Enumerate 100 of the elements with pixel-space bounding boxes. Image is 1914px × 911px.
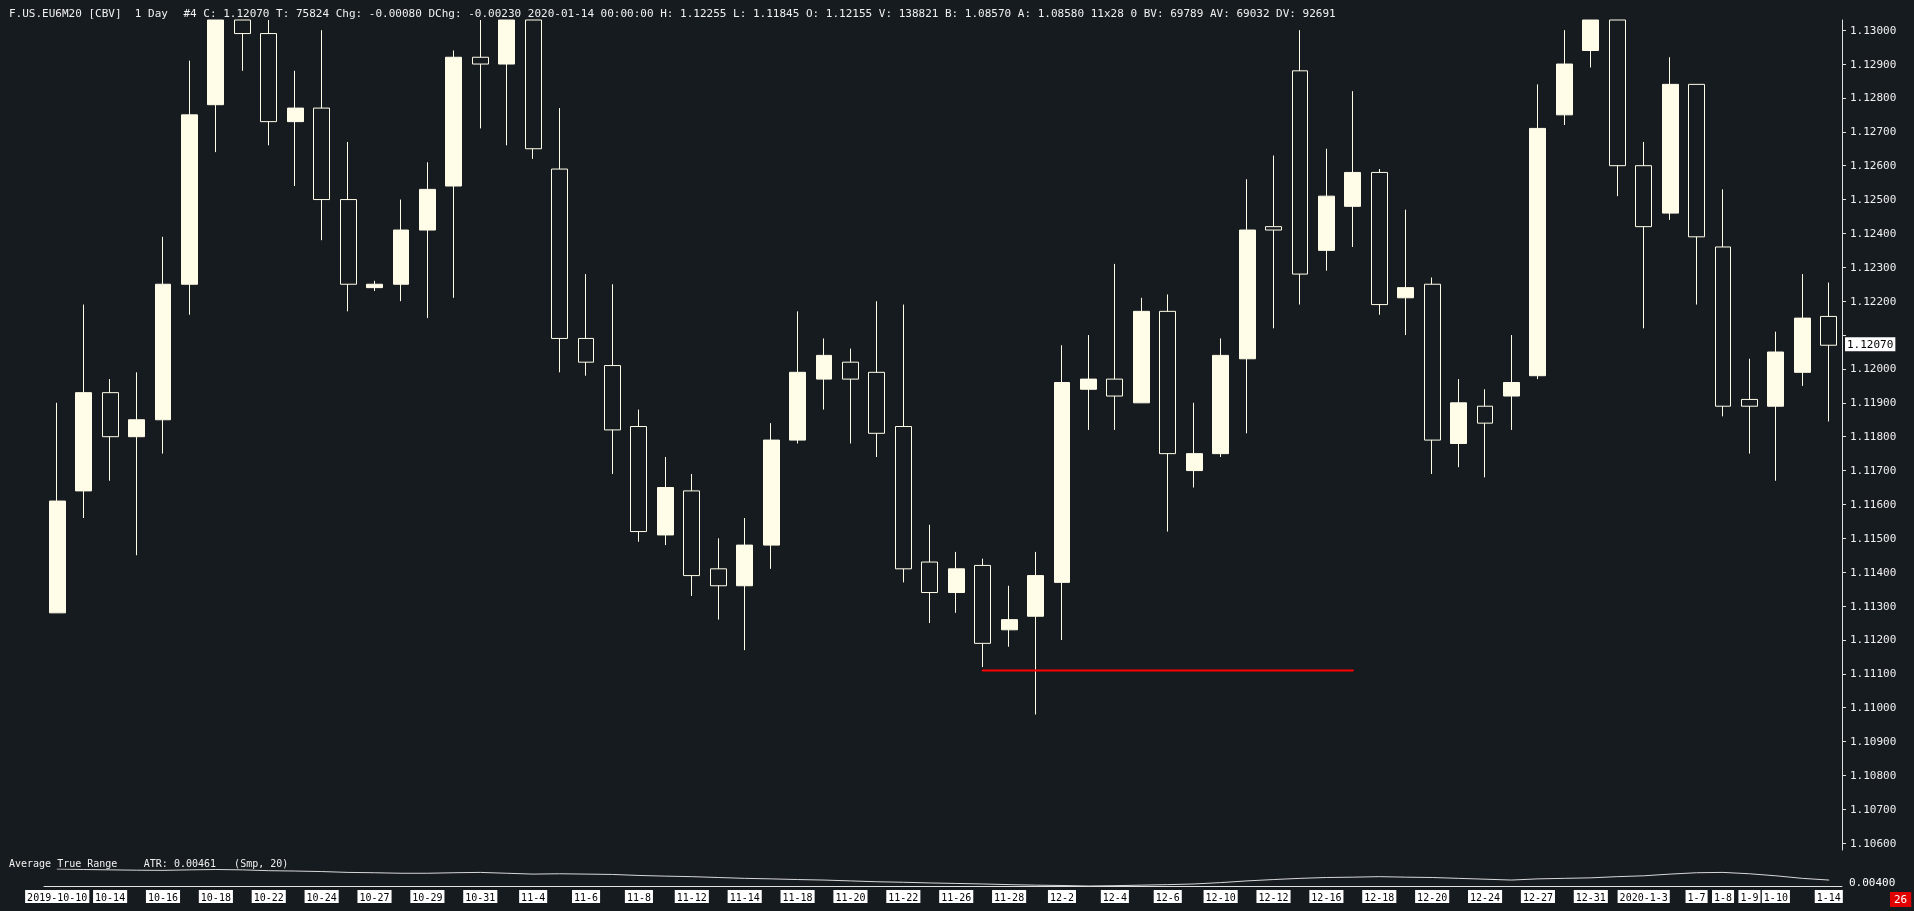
x-tick-label: 12-2 bbox=[1049, 891, 1075, 903]
chart-title: F.US.EU6M20 [CBV] 1 Day bbox=[9, 7, 169, 20]
y-tick-label: 1.12600 bbox=[1850, 159, 1897, 173]
candlestick bbox=[49, 402, 66, 614]
x-tick-label: 1-9 bbox=[1740, 891, 1759, 903]
candlestick bbox=[1344, 90, 1361, 248]
candlestick bbox=[313, 29, 330, 241]
candlestick bbox=[1741, 358, 1758, 455]
x-tick-label: 1-14 bbox=[1816, 891, 1841, 903]
candlestick bbox=[1106, 263, 1123, 431]
candlestick bbox=[1503, 334, 1520, 431]
y-tick-label: 1.12300 bbox=[1850, 260, 1897, 274]
candlestick bbox=[1688, 83, 1705, 306]
candlestick bbox=[921, 524, 938, 624]
x-tick-label: 1-10 bbox=[1763, 891, 1788, 903]
candlestick bbox=[1715, 188, 1731, 417]
candlestick bbox=[1477, 388, 1493, 478]
x-tick-label: 12-10 bbox=[1205, 891, 1236, 903]
candlestick bbox=[1767, 331, 1784, 482]
candlestick bbox=[393, 199, 409, 302]
x-tick-label: 12-4 bbox=[1102, 891, 1127, 903]
candlestick bbox=[1556, 29, 1573, 126]
candlestick bbox=[1582, 19, 1599, 68]
x-tick-label: 12-31 bbox=[1575, 891, 1606, 903]
y-tick-label: 1.11100 bbox=[1850, 667, 1897, 681]
y-tick-label: 1.11300 bbox=[1850, 599, 1897, 613]
candlestick bbox=[683, 473, 700, 597]
x-tick-label: 1-7 bbox=[1687, 891, 1706, 903]
candlestick bbox=[816, 337, 832, 411]
y-tick-label: 1.11200 bbox=[1850, 633, 1897, 647]
x-tick-label: 10-31 bbox=[465, 891, 496, 903]
x-tick-label: 12-16 bbox=[1311, 891, 1342, 903]
y-tick-label: 1.11700 bbox=[1850, 464, 1897, 478]
candlestick bbox=[419, 161, 436, 319]
y-tick-label: 1.11600 bbox=[1850, 497, 1897, 511]
candlestick bbox=[472, 19, 489, 129]
y-tick-label: 1.10800 bbox=[1850, 768, 1897, 782]
candlestick bbox=[1212, 337, 1229, 458]
x-tick-label: 10-14 bbox=[95, 891, 126, 903]
candlestick bbox=[1609, 19, 1626, 197]
candlestick bbox=[340, 141, 357, 312]
y-tick-label: 1.12400 bbox=[1850, 226, 1897, 240]
x-tick-label: 11-12 bbox=[676, 891, 707, 903]
candlestick bbox=[736, 517, 753, 651]
x-tick-label: 11-8 bbox=[626, 891, 651, 903]
chart-subtitle: ATR: 0.00461 (Smp, 20) bbox=[143, 857, 289, 869]
candlestick bbox=[1159, 293, 1176, 533]
x-tick-label: 11-14 bbox=[729, 891, 760, 903]
x-tick-label: 10-29 bbox=[412, 891, 443, 903]
x-tick-label: 2019-10-10 bbox=[27, 891, 88, 903]
candlestick bbox=[1820, 282, 1837, 422]
chart-subtitle: #4 C: 1.12070 T: 75824 Chg: -0.00080 DChg: -0.00230 2020-01-14 00:00:00 H: 1.12255 L: 1.11845 O: 1.12155 V: 138821 B: 1.08570 A: 1.08580 11x28 0 BV: 69789 AV: 69032 DV: 92691 bbox=[183, 7, 1336, 20]
candlestick bbox=[1133, 297, 1150, 404]
candlestick bbox=[974, 558, 991, 668]
x-tick-label: 11-18 bbox=[782, 891, 813, 903]
text: 1.12070 bbox=[1847, 338, 1894, 352]
x-tick-label: 10-22 bbox=[253, 891, 284, 903]
y-tick-label: 1.11900 bbox=[1850, 396, 1897, 410]
y-tick-label: 1.11500 bbox=[1850, 531, 1897, 545]
x-tick-label: 10-16 bbox=[147, 891, 179, 903]
candlestick bbox=[207, 19, 224, 153]
candlestick bbox=[551, 107, 568, 373]
text: 26 bbox=[1894, 893, 1908, 906]
x-tick-label: 11-4 bbox=[521, 891, 546, 903]
x-tick-label: 12-18 bbox=[1364, 891, 1395, 903]
candlestick bbox=[1292, 29, 1308, 306]
y-tick-label: 1.10700 bbox=[1850, 802, 1897, 816]
candlestick bbox=[1794, 273, 1811, 387]
candlestick bbox=[525, 19, 542, 160]
candlestick bbox=[1027, 551, 1044, 715]
x-tick-label: 12-24 bbox=[1469, 891, 1501, 903]
y-tick-label: 1.12700 bbox=[1850, 125, 1897, 139]
y-tick-label: 1.11800 bbox=[1850, 430, 1897, 444]
candlestick bbox=[1239, 178, 1256, 434]
candlestick bbox=[1397, 209, 1414, 336]
x-tick-label: 10-27 bbox=[359, 891, 390, 903]
x-tick-label: 11-26 bbox=[941, 891, 972, 903]
x-tick-label: 11-6 bbox=[574, 891, 599, 903]
y-tick-label: 1.11400 bbox=[1850, 565, 1897, 579]
x-tick-label: 11-22 bbox=[888, 891, 919, 903]
candlestick bbox=[578, 273, 594, 377]
candlestick bbox=[868, 300, 885, 458]
candlestick bbox=[445, 49, 462, 299]
y-tick-label: 1.13000 bbox=[1850, 23, 1897, 37]
candlestick bbox=[234, 19, 251, 72]
x-tick-label: 11-20 bbox=[835, 891, 866, 903]
candlestick bbox=[948, 551, 965, 614]
candlestick bbox=[1054, 344, 1070, 641]
candlestick bbox=[181, 60, 198, 316]
x-tick-label: 10-24 bbox=[306, 891, 337, 903]
x-tick-label: 11-28 bbox=[994, 891, 1025, 903]
candlestick bbox=[630, 409, 647, 543]
candlestick bbox=[1529, 83, 1546, 380]
y-tick-label: 1.12200 bbox=[1850, 294, 1897, 308]
candlestick bbox=[287, 70, 304, 187]
x-tick-label: 10-18 bbox=[200, 891, 231, 903]
candlestick bbox=[1635, 141, 1652, 329]
x-tick-label: 12-27 bbox=[1522, 891, 1553, 903]
candlestick bbox=[657, 456, 674, 546]
y-tick-label: 1.12000 bbox=[1850, 362, 1897, 376]
